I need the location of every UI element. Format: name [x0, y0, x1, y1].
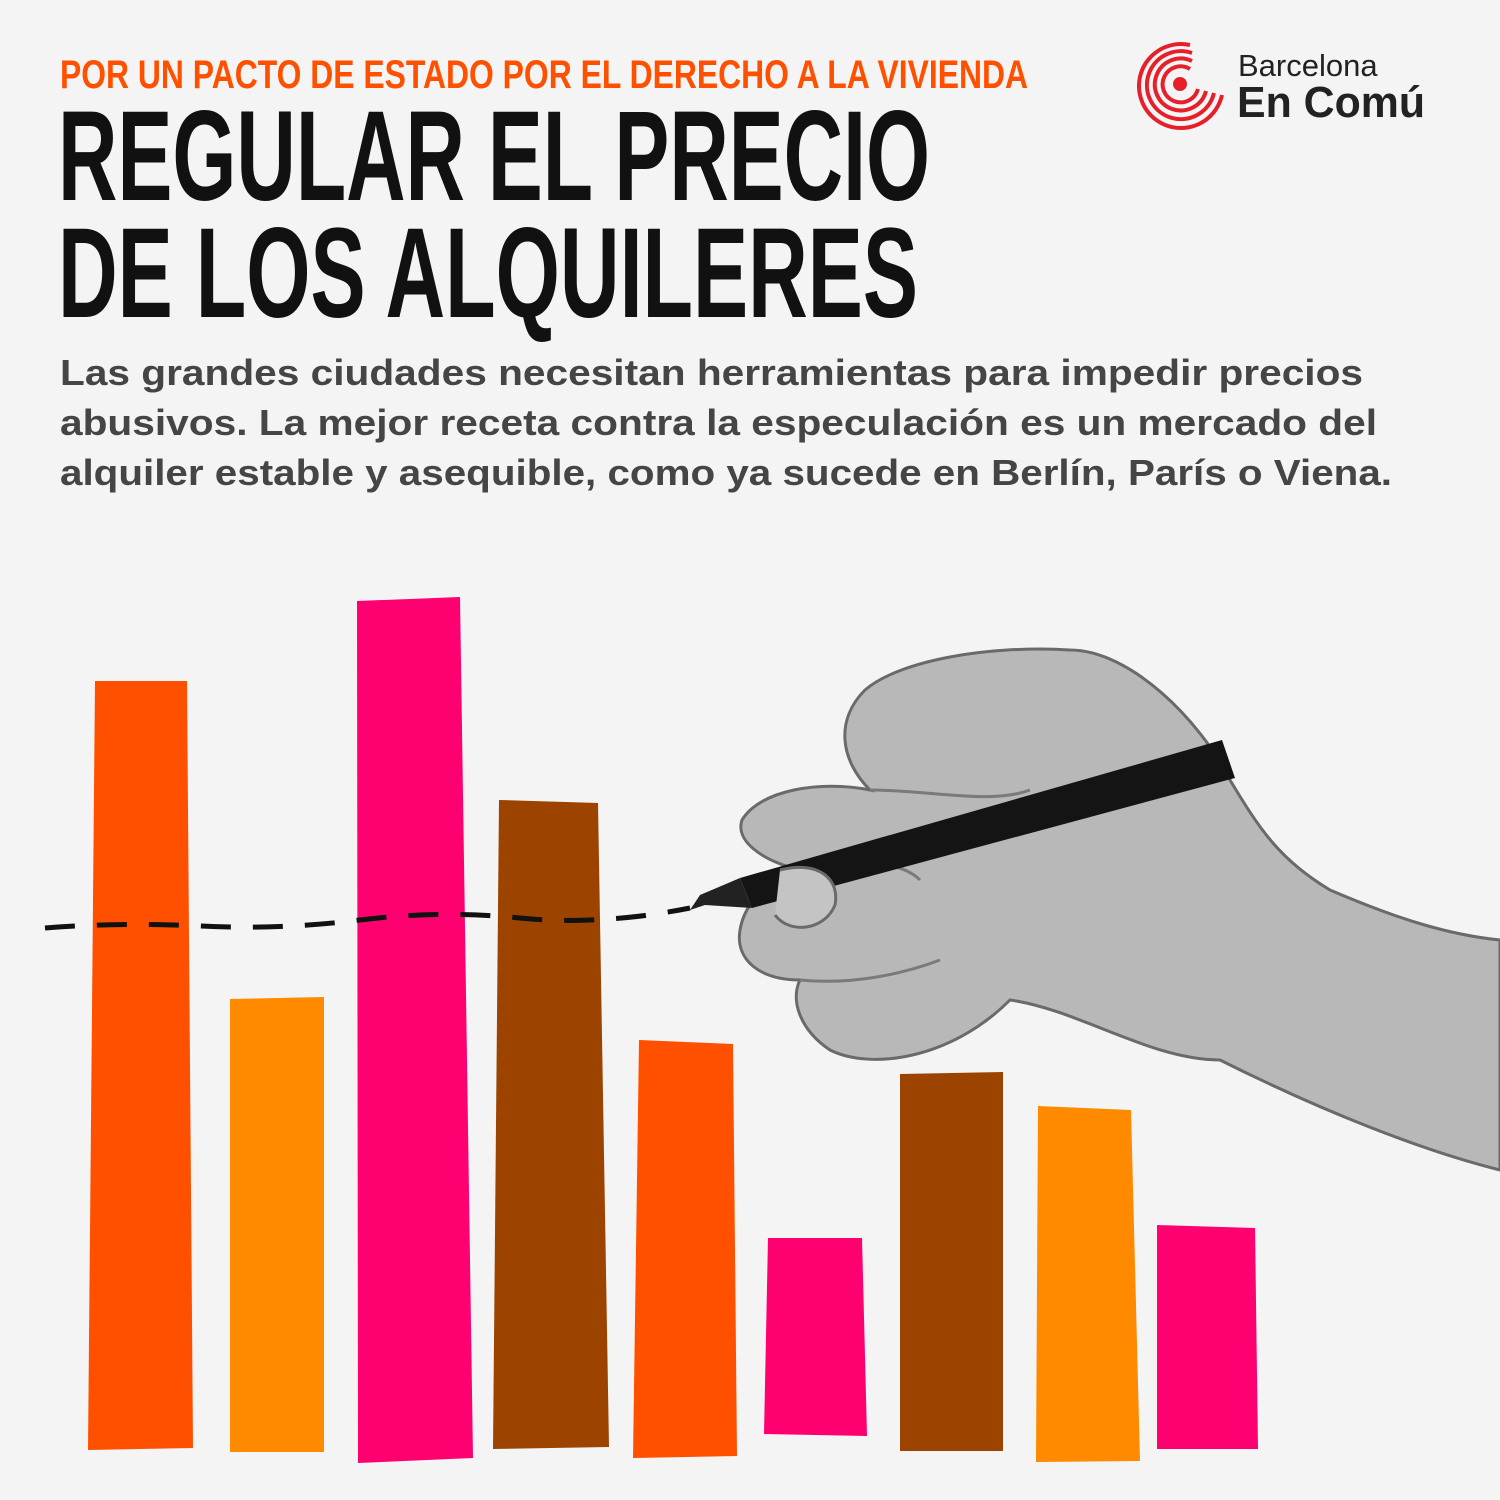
body-line: Las grandes ciudades necesitan herramien…	[60, 352, 1363, 393]
title-line: REGULAR EL PRECIO	[58, 85, 930, 228]
bars-illustration	[88, 597, 1258, 1463]
kicker: POR UN PACTO DE ESTADO POR EL DERECHO A …	[60, 53, 1028, 97]
bar	[1036, 1106, 1140, 1462]
logo-line: En Comú	[1237, 78, 1425, 127]
bar	[230, 997, 324, 1452]
body-line: alquiler estable y asequible, como ya su…	[60, 452, 1392, 493]
dashed-line	[44, 905, 691, 931]
bar	[88, 681, 193, 1450]
logo-line: Barcelona	[1238, 48, 1378, 83]
pen-tip	[690, 878, 752, 910]
pen	[740, 740, 1235, 908]
body-line: abusivos. La mejor receta contra la espe…	[60, 402, 1377, 443]
hand-illustration	[690, 647, 1500, 1172]
bar	[900, 1072, 1003, 1451]
bar	[633, 1040, 737, 1458]
bar	[764, 1238, 867, 1436]
title-line: DE LOS ALQUILERES	[58, 202, 918, 345]
logo-mark	[1136, 42, 1224, 130]
thumb	[773, 865, 838, 929]
bar	[493, 800, 609, 1449]
logo: Barcelona En Comú	[1136, 42, 1425, 130]
bar	[1157, 1225, 1258, 1449]
bar	[357, 597, 473, 1463]
